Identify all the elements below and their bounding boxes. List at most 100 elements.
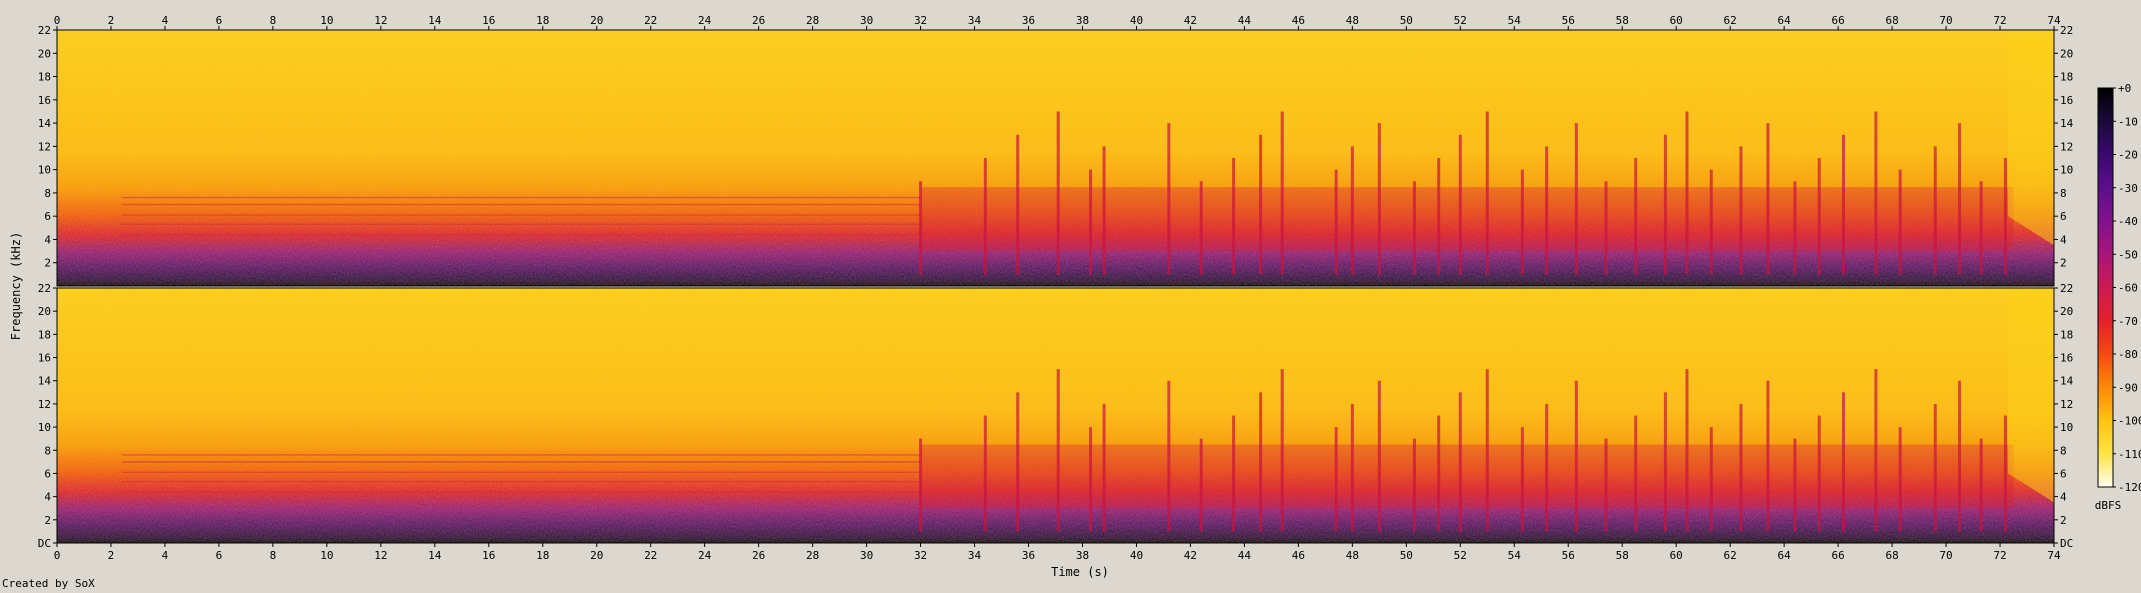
- x-tick-label: 42: [1184, 549, 1197, 562]
- colorbar-tick-label: -70: [2118, 315, 2138, 328]
- x-tick-label-top: 4: [162, 14, 169, 27]
- x-tick-label: 2: [108, 549, 115, 562]
- x-tick-label-top: 40: [1130, 14, 1143, 27]
- y-tick-label-right: 16: [2060, 94, 2073, 107]
- rolloff-region: [2008, 30, 2054, 246]
- x-tick-label-top: 36: [1022, 14, 1035, 27]
- y-tick-label-right: 2: [2060, 514, 2067, 527]
- y-axis-label: Frequency (kHz): [9, 232, 23, 340]
- x-tick-label: 28: [806, 549, 819, 562]
- y-tick-label-right: 2: [2060, 257, 2067, 270]
- x-tick-label-top: 58: [1616, 14, 1629, 27]
- y-tick-label-right: 4: [2060, 491, 2067, 504]
- x-tick-label: 46: [1292, 549, 1305, 562]
- y-tick-label: 4: [44, 491, 51, 504]
- x-tick-label-top: 14: [428, 14, 442, 27]
- y-tick-label-right: 6: [2060, 210, 2067, 223]
- x-tick-label: 36: [1022, 549, 1035, 562]
- x-tick-label-top: 70: [1939, 14, 1952, 27]
- x-tick-label: 56: [1562, 549, 1575, 562]
- x-tick-label-top: 56: [1562, 14, 1575, 27]
- spectrum-grain: [57, 288, 2054, 543]
- x-tick-label-top: 52: [1454, 14, 1467, 27]
- y-tick-label-right: 12: [2060, 398, 2073, 411]
- y-tick-label-right: 12: [2060, 140, 2073, 153]
- y-tick-label: 2: [44, 514, 51, 527]
- panel-frame: [56, 29, 2055, 287]
- x-tick-label: 40: [1130, 549, 1143, 562]
- x-tick-label-top: 8: [270, 14, 277, 27]
- colorbar-tick-label: -30: [2118, 182, 2138, 195]
- x-tick-label: 66: [1831, 549, 1844, 562]
- x-tick-label: 6: [216, 549, 223, 562]
- x-tick-label-top: 20: [590, 14, 603, 27]
- y-tick-label: 8: [44, 444, 51, 457]
- x-tick-label: 4: [162, 549, 169, 562]
- y-tick-label-right: 22: [2060, 24, 2073, 37]
- x-tick-label-top: 48: [1346, 14, 1359, 27]
- colorbar-tick-label: -90: [2118, 381, 2138, 394]
- y-tick-label: 20: [38, 47, 51, 60]
- x-tick-label-top: 66: [1831, 14, 1844, 27]
- y-tick-label-right: 18: [2060, 328, 2073, 341]
- y-tick-label-right: 4: [2060, 233, 2067, 246]
- energy-band: [920, 187, 2014, 252]
- y-tick-label-right: 6: [2060, 467, 2067, 480]
- y-tick-label-right: 18: [2060, 71, 2073, 84]
- y-tick-label: 6: [44, 210, 51, 223]
- x-tick-label: 70: [1939, 549, 1952, 562]
- y-tick-label: 14: [38, 375, 52, 388]
- credit-text: Created by SoX: [2, 577, 95, 590]
- y-tick-label-right: 20: [2060, 47, 2073, 60]
- y-tick-label: 16: [38, 352, 51, 365]
- y-tick-label: 10: [38, 164, 51, 177]
- x-tick-label-top: 46: [1292, 14, 1305, 27]
- y-tick-label: 10: [38, 421, 51, 434]
- x-tick-label-top: 32: [914, 14, 927, 27]
- x-tick-label-top: 0: [54, 14, 61, 27]
- x-tick-label: 50: [1400, 549, 1413, 562]
- x-tick-label-top: 60: [1670, 14, 1683, 27]
- x-tick-label-top: 64: [1778, 14, 1792, 27]
- y-tick-label-right: 22: [2060, 282, 2073, 295]
- y-tick-label: 12: [38, 398, 51, 411]
- colorbar-tick-label: -10: [2118, 115, 2138, 128]
- x-tick-label-top: 44: [1238, 14, 1252, 27]
- y-tick-label-right: 8: [2060, 444, 2067, 457]
- colorbar-tick-label: -110: [2118, 448, 2141, 461]
- x-tick-label-top: 62: [1724, 14, 1737, 27]
- x-tick-label: 54: [1508, 549, 1522, 562]
- y-tick-label: 20: [38, 305, 51, 318]
- y-tick-label-right: 10: [2060, 164, 2073, 177]
- x-tick-label: 38: [1076, 549, 1089, 562]
- y-tick-label: 18: [38, 71, 51, 84]
- x-tick-label: 44: [1238, 549, 1252, 562]
- x-tick-label: 60: [1670, 549, 1683, 562]
- x-tick-label-top: 2: [108, 14, 115, 27]
- spectrum-grain: [57, 30, 2054, 286]
- x-tick-label: 52: [1454, 549, 1467, 562]
- x-tick-label: 68: [1885, 549, 1898, 562]
- x-tick-label-top: 18: [536, 14, 549, 27]
- colorbar-tick-label: -60: [2118, 282, 2138, 295]
- y-tick-label-right: 10: [2060, 421, 2073, 434]
- x-tick-label-top: 30: [860, 14, 873, 27]
- rolloff-region: [2008, 288, 2054, 503]
- x-tick-label-top: 24: [698, 14, 712, 27]
- x-tick-label: 16: [482, 549, 495, 562]
- y-tick-label: 2: [44, 257, 51, 270]
- colorbar-tick-label: +0: [2118, 82, 2131, 95]
- x-tick-label: 26: [752, 549, 765, 562]
- y-tick-label: 22: [38, 24, 51, 37]
- y-tick-label: DC: [38, 537, 51, 550]
- x-tick-label: 8: [270, 549, 277, 562]
- colorbar-tick-label: -120: [2118, 481, 2141, 494]
- colorbar-gradient: [2097, 87, 2114, 488]
- channel-panel: [56, 29, 2055, 287]
- x-tick-label: 12: [374, 549, 387, 562]
- x-tick-label-top: 68: [1885, 14, 1898, 27]
- spectrogram-panels: [56, 29, 2055, 544]
